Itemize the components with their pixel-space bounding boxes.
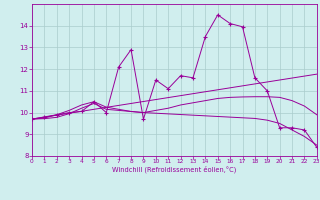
X-axis label: Windchill (Refroidissement éolien,°C): Windchill (Refroidissement éolien,°C) [112, 166, 236, 173]
